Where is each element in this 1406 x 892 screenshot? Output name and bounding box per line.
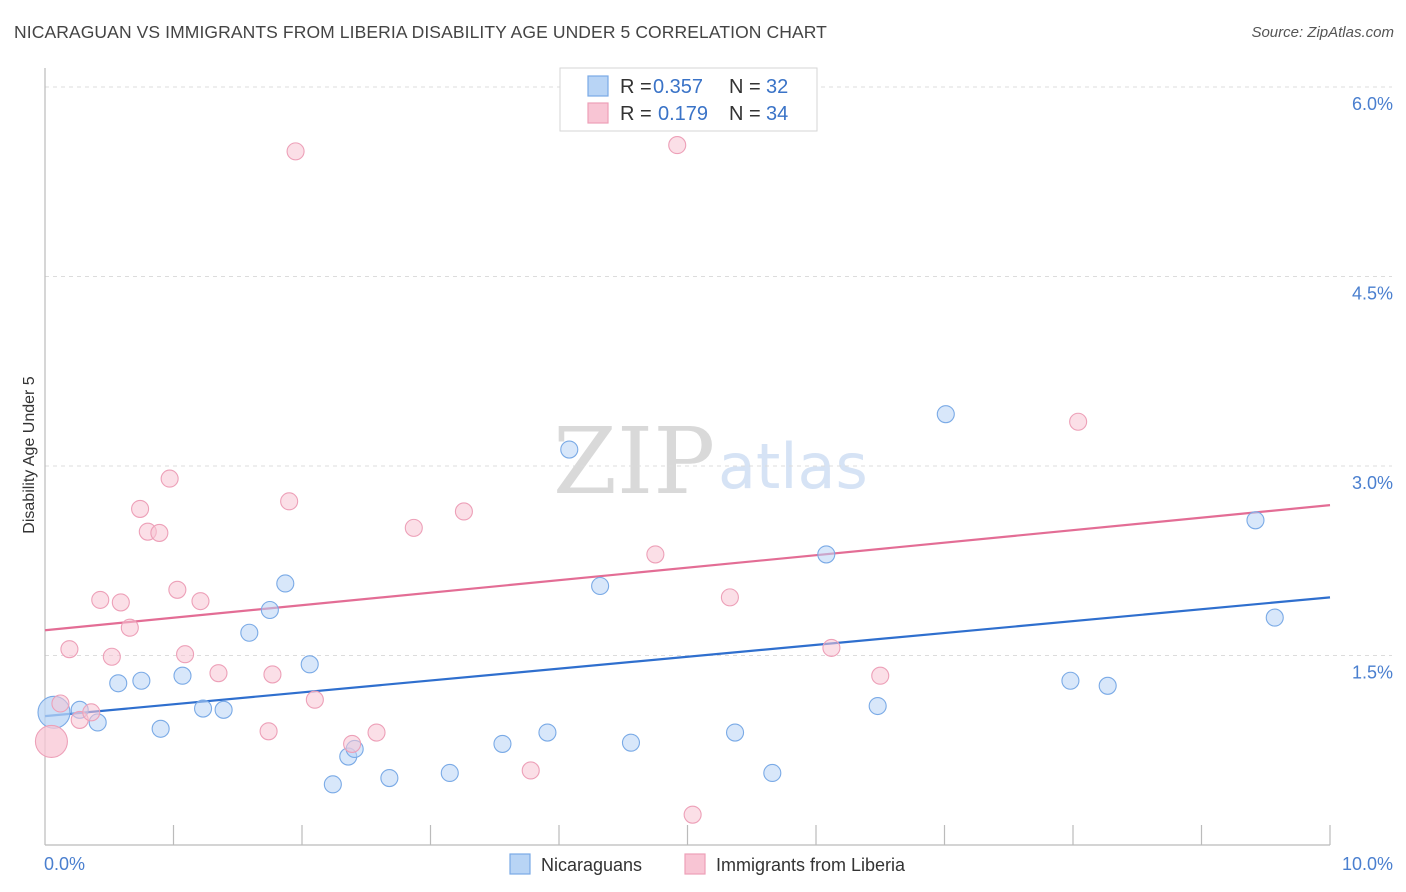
point-liberia — [131, 499, 150, 518]
point-liberia — [34, 724, 68, 758]
trend-lines — [44, 504, 1331, 718]
legend-n-label-liberia: N = — [729, 103, 761, 125]
point-liberia — [683, 805, 702, 824]
y-tick-label: 1.5% — [1352, 662, 1393, 682]
point-nicaraguans — [214, 700, 233, 719]
point-nicaraguans — [621, 733, 641, 752]
point-nicaraguans — [132, 671, 151, 690]
point-liberia — [150, 523, 169, 542]
point-liberia — [60, 640, 79, 659]
point-liberia — [367, 723, 386, 742]
point-nicaraguans — [493, 734, 512, 753]
y-tick-label: 4.5% — [1352, 283, 1393, 303]
trend-line-nicaraguans — [44, 596, 1331, 718]
x-tick-labels: 0.0% 10.0% — [44, 854, 1393, 874]
point-liberia — [822, 638, 841, 657]
point-nicaraguans — [1098, 676, 1117, 695]
point-nicaraguans — [1246, 511, 1265, 530]
point-liberia — [646, 545, 665, 564]
point-nicaraguans — [1061, 671, 1080, 690]
legend-r-label-liberia: R = — [620, 103, 652, 125]
point-nicaraguans — [936, 405, 955, 424]
legend-n-label-nicaraguans: N = — [729, 76, 761, 98]
point-liberia — [1069, 412, 1088, 431]
point-liberia — [82, 703, 101, 722]
point-liberia — [176, 645, 195, 664]
legend-n-value-nicaraguans: 32 — [766, 76, 788, 98]
x-tick-label-min: 0.0% — [44, 854, 85, 874]
point-nicaraguans — [440, 763, 459, 783]
bottom-legend-swatch-nicaraguans — [509, 853, 531, 875]
x-axis-ticks — [172, 825, 1331, 845]
point-liberia — [263, 665, 282, 684]
point-liberia — [91, 590, 110, 609]
point-liberia — [51, 694, 70, 713]
point-nicaraguans — [763, 763, 782, 783]
data-points — [34, 136, 1284, 824]
point-liberia — [280, 492, 299, 511]
point-liberia — [305, 690, 324, 709]
legend-r-label-nicaraguans: R = — [620, 76, 652, 98]
point-liberia — [668, 136, 687, 155]
x-tick-label-max: 10.0% — [1342, 854, 1393, 874]
point-liberia — [259, 722, 278, 741]
point-nicaraguans — [260, 600, 279, 620]
point-nicaraguans — [380, 768, 399, 788]
point-nicaraguans — [538, 723, 557, 742]
legend-r-value-nicaraguans: 0.357 — [653, 76, 703, 98]
point-liberia — [521, 761, 540, 780]
trend-line-liberia — [44, 504, 1331, 632]
point-nicaraguans — [300, 655, 319, 674]
point-liberia — [454, 502, 473, 521]
point-liberia — [404, 518, 423, 537]
series-legend: Nicaraguans Immigrants from Liberia — [509, 853, 906, 875]
point-liberia — [120, 618, 139, 637]
legend-swatch-nicaraguans — [587, 75, 609, 97]
point-nicaraguans — [323, 775, 342, 794]
correlation-legend: R = 0.357 N = 32 R = 0.179 N = 34 — [559, 67, 818, 132]
point-liberia — [720, 588, 739, 607]
bottom-legend-label-liberia: Immigrants from Liberia — [716, 855, 906, 875]
point-liberia — [111, 593, 130, 612]
y-axis-label: Disability Age Under 5 — [21, 376, 38, 534]
point-nicaraguans — [194, 699, 213, 718]
point-nicaraguans — [868, 696, 887, 716]
y-tick-label: 6.0% — [1352, 94, 1393, 114]
point-nicaraguans — [725, 723, 745, 742]
point-nicaraguans — [560, 440, 579, 459]
point-liberia — [168, 580, 187, 599]
bottom-legend-swatch-liberia — [684, 853, 706, 875]
point-nicaraguans — [591, 576, 610, 596]
point-nicaraguans — [276, 574, 295, 593]
point-nicaraguans — [151, 719, 170, 738]
watermark-zip: ZIP — [553, 408, 715, 515]
watermark-atlas: atlas — [718, 430, 868, 503]
point-liberia — [871, 666, 890, 685]
source-label: Source: ZipAtlas.com — [1251, 24, 1394, 41]
point-nicaraguans — [1265, 608, 1284, 627]
point-liberia — [102, 647, 121, 666]
legend-swatch-liberia — [587, 102, 609, 124]
point-nicaraguans — [173, 666, 192, 685]
y-tick-labels: 1.5% 3.0% 4.5% 6.0% — [1352, 94, 1393, 683]
point-liberia — [191, 592, 210, 611]
y-tick-label: 3.0% — [1352, 473, 1393, 493]
point-nicaraguans — [817, 545, 836, 564]
chart-title: NICARAGUAN VS IMMIGRANTS FROM LIBERIA DI… — [14, 22, 827, 42]
legend-n-value-liberia: 34 — [766, 103, 788, 125]
legend-r-value-liberia: 0.179 — [658, 103, 708, 125]
gridlines — [45, 86, 1392, 656]
point-liberia — [160, 469, 179, 488]
point-liberia — [209, 664, 228, 683]
point-nicaraguans — [240, 623, 259, 642]
point-liberia — [286, 142, 305, 161]
point-nicaraguans — [109, 674, 128, 693]
bottom-legend-label-nicaraguans: Nicaraguans — [541, 855, 642, 875]
point-liberia — [343, 734, 362, 753]
